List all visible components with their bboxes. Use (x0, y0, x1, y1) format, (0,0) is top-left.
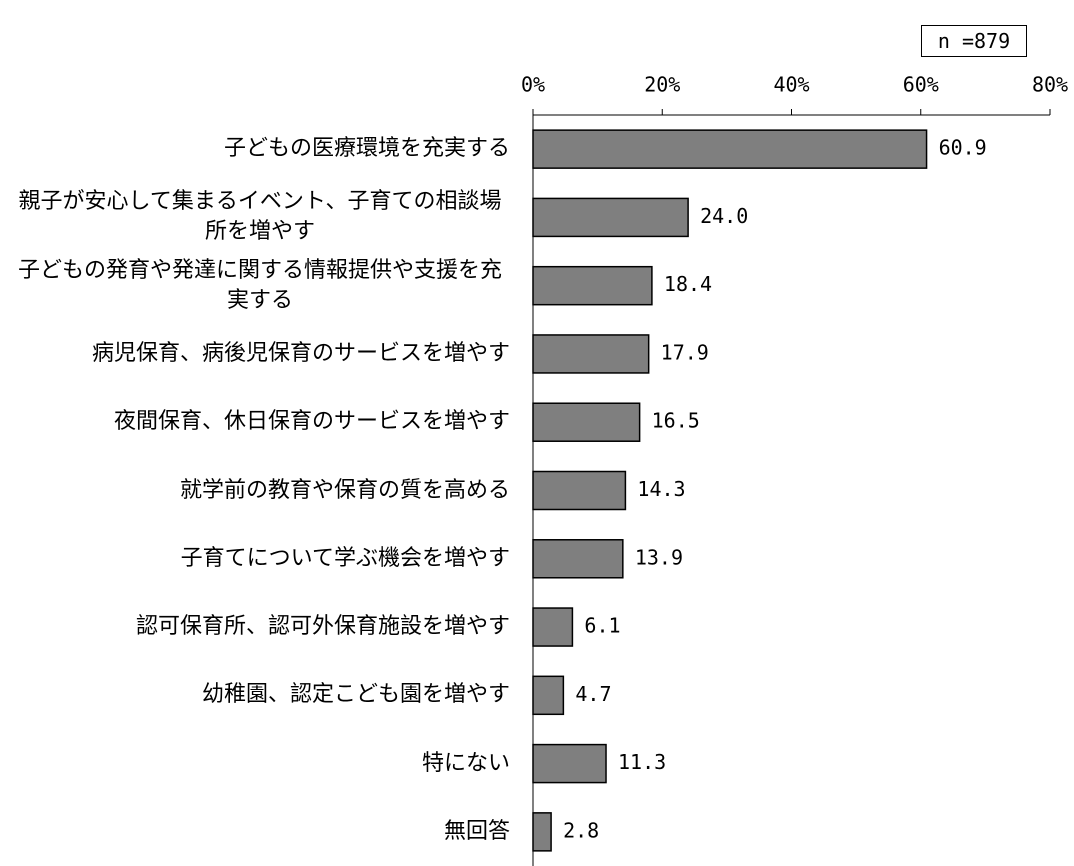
bar (532, 129, 928, 169)
category-label-box: 夜間保育、休日保育のサービスを増やす (10, 407, 510, 437)
bar (532, 743, 607, 784)
bar (532, 607, 574, 647)
category-label: 病児保育、病後児保育のサービスを増やす (91, 340, 510, 366)
category-label-box: 幼稚園、認定こども園を増やす (10, 680, 510, 710)
category-label: 幼稚園、認定こども園を増やす (201, 682, 510, 708)
category-label: 子育てについて学ぶ機会を増やす (180, 545, 510, 571)
value-label: 16.5 (652, 409, 700, 433)
category-label: 子どもの医療環境を充実する (223, 136, 510, 162)
category-label: 就学前の教育や保育の質を高める (179, 477, 510, 503)
value-label: 14.3 (637, 477, 685, 501)
category-label-box: 親子が安心して集まるイベント、子育ての相談場所を増やす (10, 187, 510, 247)
value-label: 60.9 (939, 136, 987, 160)
category-label-box: 認可保育所、認可外保育施設を増やす (10, 612, 510, 642)
category-label: 夜間保育、休日保育のサービスを増やす (113, 409, 510, 435)
value-label: 13.9 (635, 545, 683, 569)
category-label-box: 特にない (10, 749, 510, 779)
category-label: 無回答 (443, 818, 510, 844)
category-label: 子どもの発育や発達に関する情報提供や支援を充実する (17, 257, 502, 313)
bar (532, 402, 641, 442)
category-label-box: 無回答 (10, 817, 510, 847)
bar (532, 539, 624, 579)
value-label: 2.8 (563, 818, 599, 842)
x-tick-label: 80% (1032, 73, 1068, 97)
bar (532, 812, 552, 852)
x-tick-label: 20% (644, 73, 680, 97)
category-label-box: 病児保育、病後児保育のサービスを増やす (10, 339, 510, 369)
value-label: 4.7 (575, 682, 611, 706)
value-label: 17.9 (661, 340, 709, 364)
bar (532, 470, 627, 511)
category-label-box: 就学前の教育や保育の質を高める (10, 476, 510, 506)
value-label: 6.1 (584, 614, 620, 638)
x-tick-label: 0% (521, 73, 545, 97)
bar (532, 334, 650, 374)
bar (532, 675, 565, 716)
value-label: 18.4 (664, 272, 712, 296)
value-label: 24.0 (700, 204, 748, 228)
category-label-box: 子育てについて学ぶ機会を増やす (10, 544, 510, 574)
category-label-box: 子どもの医療環境を充実する (10, 134, 510, 164)
category-label-box: 子どもの発育や発達に関する情報提供や支援を充実する (10, 256, 510, 316)
x-tick-label: 40% (773, 73, 809, 97)
bar (532, 265, 653, 306)
sample-size: n =879 (921, 25, 1027, 57)
category-label: 認可保育所、認可外保育施設を増やす (135, 614, 510, 640)
category-label: 親子が安心して集まるイベント、子育ての相談場所を増やす (18, 189, 502, 245)
x-tick-label: 60% (903, 73, 939, 97)
value-label: 11.3 (618, 750, 666, 774)
bar (532, 197, 689, 238)
category-label: 特にない (421, 750, 510, 776)
